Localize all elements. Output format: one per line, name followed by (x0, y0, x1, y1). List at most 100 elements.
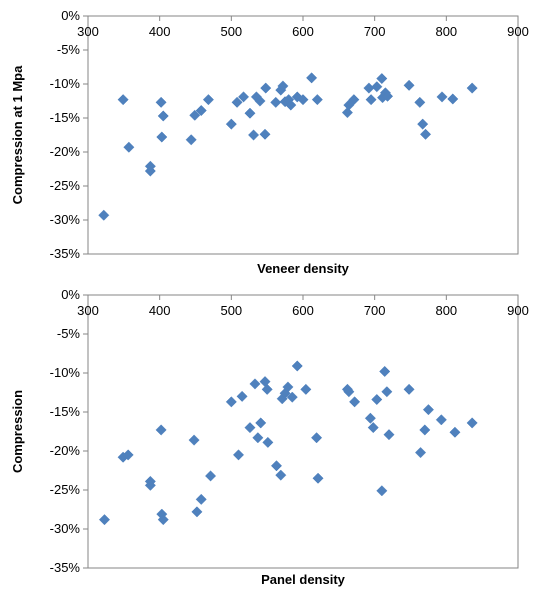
chart-2-data-point (122, 449, 134, 461)
chart-2-x-tick-label: 600 (292, 303, 314, 318)
chart-1-data-point (225, 118, 237, 130)
chart-2-x-tick-label: 700 (364, 303, 386, 318)
chart-1-data-point (341, 107, 353, 119)
chart-1-data-point (259, 128, 271, 140)
chart-2-data-point (282, 381, 294, 393)
chart-2-data-point (300, 383, 312, 395)
chart-2-data-point (232, 449, 245, 461)
chart-1-data-point (365, 94, 377, 106)
chart-1-data-point (311, 94, 323, 106)
chart-2-data-point (311, 432, 323, 444)
chart-1-data-point (371, 81, 383, 93)
chart-2-data-point (255, 417, 267, 429)
chart-1-x-tick-label: 800 (435, 24, 457, 39)
chart-1-y-tick-label: 0% (61, 8, 80, 23)
chart-1-data-point (447, 93, 459, 105)
chart-2-data-point (262, 436, 274, 448)
chart-2-data-point (367, 422, 379, 434)
chart-2-data-point (236, 390, 248, 402)
chart-2-data-point (188, 434, 200, 446)
chart-2-data-point (270, 460, 283, 472)
chart-1-data-point (98, 209, 110, 221)
chart-1-data-point (285, 99, 297, 111)
chart-2-data-point (419, 424, 431, 436)
chart-1-data-point (376, 73, 388, 85)
chart-2-data-point (349, 396, 361, 408)
chart-1-data-point (277, 80, 289, 92)
chart-2-y-tick-label: -30% (50, 521, 81, 536)
chart-1-x-tick-label: 900 (507, 24, 529, 39)
chart-2-data-point (191, 506, 203, 518)
chart-2-data-point (371, 393, 383, 406)
chart-1-data-point (260, 82, 272, 94)
chart-2-data-point (249, 378, 261, 390)
chart-2-x-tick-label: 300 (77, 303, 99, 318)
chart-2-data-point (244, 422, 256, 434)
chart-1-data-point (363, 82, 375, 94)
chart-1-x-tick-label: 400 (149, 24, 171, 39)
chart-1-data-point (117, 94, 129, 106)
chart-1-data-point (247, 129, 260, 141)
chart-1-data-point (419, 128, 432, 140)
chart-2-y-tick-label: -15% (50, 404, 81, 419)
chart-2-data-point (286, 391, 298, 403)
chart-2-y-tick-label: -10% (50, 365, 81, 380)
chart-1-data-point (297, 94, 309, 106)
chart-2-data-point (403, 383, 415, 395)
chart-1-x-axis-title: Veneer density (257, 261, 350, 276)
chart-1-y-tick-label: -20% (50, 144, 81, 159)
chart-1-x-tick-label: 600 (292, 24, 314, 39)
chart-2-data-point (466, 417, 478, 429)
chart-1-data-point (155, 96, 167, 108)
chart-1-y-tick-label: -35% (50, 246, 81, 261)
chart-1-data-point (157, 110, 169, 122)
chart-1-data-point (382, 90, 394, 102)
chart-2-data-point (157, 514, 169, 526)
chart-1-data-point (231, 96, 243, 108)
chart-2-x-tick-label: 900 (507, 303, 529, 318)
chart-2-data-point (449, 426, 461, 438)
chart-2-data-point (252, 432, 264, 444)
chart-1-data-point (156, 131, 168, 143)
chart-1-x-tick-label: 300 (77, 24, 99, 39)
chart-2-data-point (381, 386, 393, 398)
chart-2-data-point (155, 424, 167, 436)
chart-2-data-point (259, 376, 271, 388)
chart-1-data-point (195, 104, 207, 117)
chart-1-y-axis-title: Compression at 1 Mpa (10, 65, 25, 204)
chart-1-y-tick-label: -10% (50, 76, 81, 91)
chart-1-data-point (417, 118, 429, 130)
chart-2-data-point (275, 469, 287, 481)
chart-1-data-point (237, 91, 250, 103)
chart-2-y-tick-label: 0% (61, 287, 80, 302)
chart-2-data-point (98, 514, 111, 526)
chart-2-data-point (144, 479, 156, 491)
chart-2-y-tick-label: -35% (50, 560, 81, 575)
chart-1-data-point (202, 94, 214, 106)
chart-1-data-point (123, 141, 135, 153)
chart-2-x-tick-label: 800 (435, 303, 457, 318)
chart-2-data-point (379, 365, 391, 377)
chart-1-data-point (244, 107, 256, 119)
chart-1-y-tick-label: -15% (50, 110, 81, 125)
chart-1-data-point (436, 91, 448, 103)
chart-1-y-tick-label: -25% (50, 178, 81, 193)
chart-1-data-point (414, 96, 426, 108)
chart-2-data-point (204, 470, 217, 482)
chart-2-data-point (225, 396, 237, 408)
chart-2-y-tick-label: -20% (50, 443, 81, 458)
chart-2-data-point (422, 404, 434, 416)
chart-2-y-axis-title: Compression (10, 390, 25, 473)
chart-1-plot-area (87, 15, 519, 255)
chart-1-y-tick-label: -30% (50, 212, 81, 227)
chart-2-data-point (261, 383, 273, 395)
chart-2-data-point (343, 386, 355, 398)
chart-2-data-point (195, 493, 207, 505)
chart-1-data-point (291, 91, 303, 103)
chart-1-x-tick-label: 700 (364, 24, 386, 39)
chart-1-x-tick-label: 500 (220, 24, 242, 39)
chart-2-data-point (376, 485, 388, 497)
chart-2-data-point (291, 360, 303, 372)
